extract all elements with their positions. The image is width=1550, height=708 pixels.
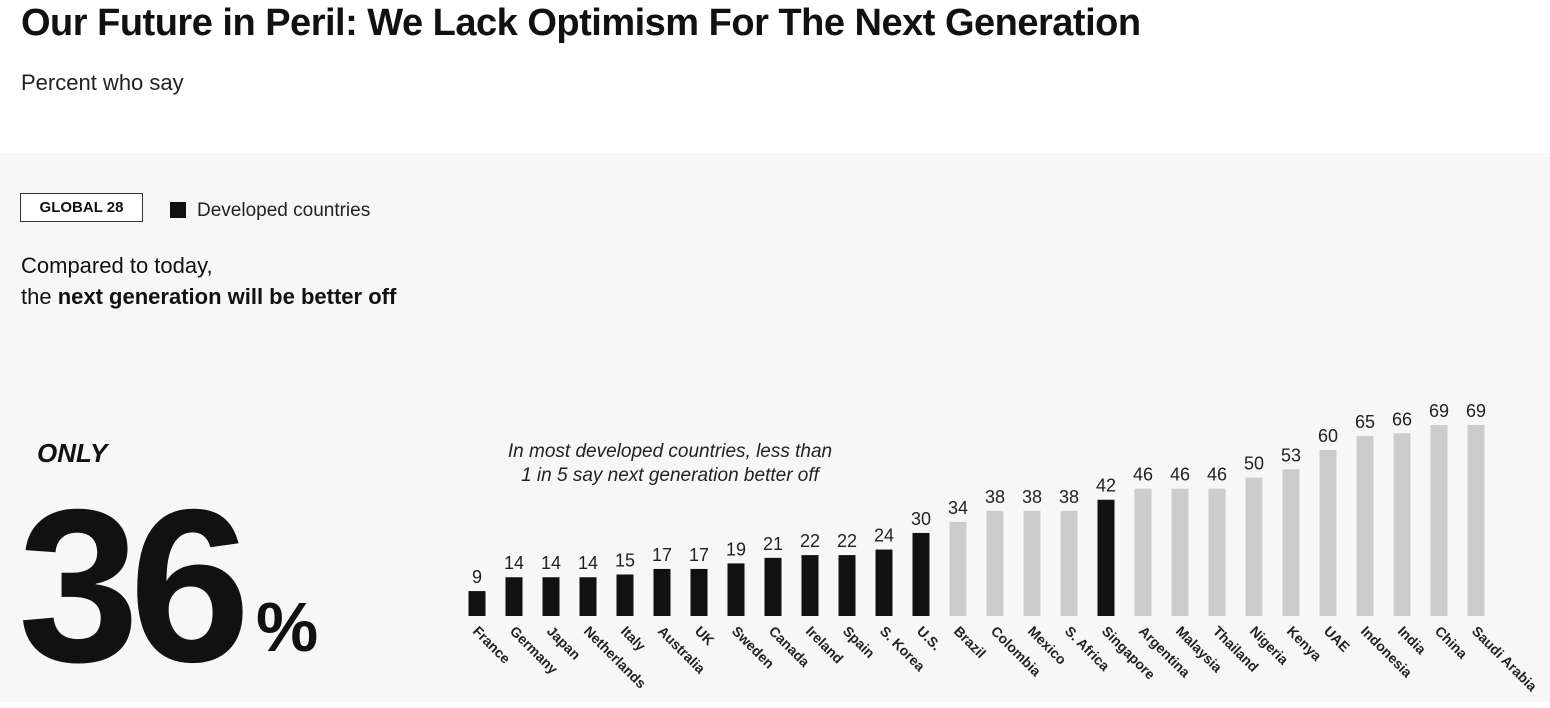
bar-singapore bbox=[1097, 499, 1115, 616]
value-label: 17 bbox=[652, 545, 672, 565]
value-label: 24 bbox=[874, 526, 894, 546]
category-label: Italy bbox=[618, 623, 649, 654]
bar-spain bbox=[838, 555, 856, 616]
bar-thailand bbox=[1208, 488, 1226, 616]
bar-saudi-arabia bbox=[1467, 425, 1485, 616]
question-prefix: the bbox=[21, 284, 58, 309]
annotation-line1: In most developed countries, less than bbox=[507, 441, 833, 462]
bar-indonesia bbox=[1356, 436, 1374, 616]
bar-japan bbox=[542, 577, 560, 616]
chart-annotation: In most developed countries, less than 1… bbox=[490, 440, 850, 488]
headline-unit: % bbox=[256, 588, 319, 666]
value-label: 9 bbox=[472, 567, 482, 587]
bar-india bbox=[1393, 433, 1411, 616]
bar-colombia bbox=[986, 510, 1004, 616]
bar-brazil bbox=[949, 521, 967, 616]
bar-uk bbox=[690, 568, 708, 616]
category-label: UAE bbox=[1321, 623, 1353, 655]
value-label: 15 bbox=[615, 550, 635, 570]
value-label: 38 bbox=[1059, 487, 1079, 507]
value-label: 30 bbox=[911, 509, 931, 529]
category-label: India bbox=[1395, 623, 1430, 658]
category-label: UK bbox=[692, 623, 718, 649]
bar-sweden bbox=[727, 563, 745, 616]
question-line2: the next generation will be better off bbox=[21, 281, 396, 312]
value-label: 69 bbox=[1466, 401, 1486, 421]
bar-germany bbox=[505, 577, 523, 616]
bar-u-s- bbox=[912, 532, 930, 616]
question-bold: next generation will be better off bbox=[57, 284, 397, 309]
bar-italy bbox=[616, 574, 634, 616]
value-label: 17 bbox=[689, 545, 709, 565]
bar-canada bbox=[764, 557, 782, 616]
question-text: Compared to today, the next generation w… bbox=[21, 250, 396, 312]
value-label: 14 bbox=[578, 553, 598, 573]
bar-s-africa bbox=[1060, 510, 1078, 616]
value-label: 14 bbox=[504, 553, 524, 573]
page-subtitle: Percent who say bbox=[21, 70, 184, 95]
legend-label-developed: Developed countries bbox=[197, 200, 371, 221]
value-label: 60 bbox=[1318, 426, 1338, 446]
bar-kenya bbox=[1282, 469, 1300, 616]
bar-mexico bbox=[1023, 510, 1041, 616]
category-label: China bbox=[1432, 623, 1471, 662]
value-label: 38 bbox=[1022, 487, 1042, 507]
value-label: 46 bbox=[1170, 465, 1190, 485]
value-label: 14 bbox=[541, 553, 561, 573]
bar-s-korea bbox=[875, 549, 893, 616]
bar-argentina bbox=[1134, 488, 1152, 616]
category-label: Saudi Arabia bbox=[1469, 623, 1541, 695]
bar-malaysia bbox=[1171, 488, 1189, 616]
legend-swatch-developed bbox=[170, 202, 186, 218]
only-label: ONLY bbox=[37, 438, 108, 468]
category-label: U.S. bbox=[914, 623, 945, 654]
value-label: 65 bbox=[1355, 412, 1375, 432]
value-label: 53 bbox=[1281, 445, 1301, 465]
bar-china bbox=[1430, 425, 1448, 616]
category-label: France bbox=[470, 623, 514, 667]
category-label: Brazil bbox=[951, 623, 989, 661]
value-label: 46 bbox=[1207, 465, 1227, 485]
value-label: 50 bbox=[1244, 454, 1264, 474]
bar-uae bbox=[1319, 449, 1337, 616]
value-label: 66 bbox=[1392, 409, 1412, 429]
value-label: 22 bbox=[837, 531, 857, 551]
bar-france bbox=[468, 591, 486, 616]
value-label: 38 bbox=[985, 487, 1005, 507]
annotation-line2: 1 in 5 say next generation better off bbox=[521, 465, 819, 486]
value-label: 19 bbox=[726, 539, 746, 559]
value-label: 42 bbox=[1096, 476, 1116, 496]
value-label: 22 bbox=[800, 531, 820, 551]
value-label: 69 bbox=[1429, 401, 1449, 421]
bar-nigeria bbox=[1245, 477, 1263, 616]
value-label: 21 bbox=[763, 534, 783, 554]
value-label: 34 bbox=[948, 498, 968, 518]
global-badge: GLOBAL 28 bbox=[20, 193, 143, 222]
question-line1: Compared to today, bbox=[21, 253, 213, 278]
headline-value: 36 bbox=[18, 465, 251, 708]
value-label: 46 bbox=[1133, 465, 1153, 485]
bar-australia bbox=[653, 568, 671, 616]
bar-ireland bbox=[801, 555, 819, 616]
page-title: Our Future in Peril: We Lack Optimism Fo… bbox=[21, 2, 1141, 44]
bar-netherlands bbox=[579, 577, 597, 616]
